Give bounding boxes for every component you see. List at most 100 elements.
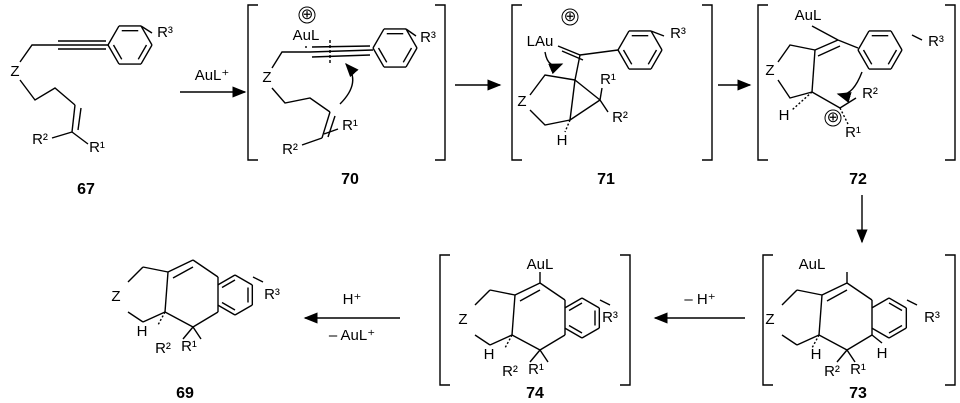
atom: R² — [155, 340, 171, 357]
bond — [564, 297, 583, 309]
atom: R² — [502, 363, 518, 380]
bond — [489, 289, 516, 296]
atom: AuL — [293, 27, 320, 44]
bond — [514, 282, 541, 296]
atom: R³ — [264, 286, 280, 303]
atom: ⊕ — [564, 8, 577, 25]
atom: R³ — [924, 309, 940, 326]
reagents: AuL⁺ H⁺ – AuL⁺ – H⁺ — [195, 67, 716, 344]
bond — [781, 334, 798, 346]
bond — [811, 334, 820, 349]
bond — [857, 49, 870, 70]
reagent: – H⁺ — [684, 291, 715, 308]
bond — [796, 334, 820, 346]
bond — [539, 282, 566, 301]
bond — [107, 25, 120, 46]
bond — [826, 289, 848, 302]
compound-number: 70 — [341, 171, 359, 188]
bond — [192, 326, 202, 340]
bond — [581, 297, 600, 309]
atom: R² — [824, 363, 840, 380]
bond — [871, 297, 890, 309]
atom: R² — [32, 131, 48, 148]
bond — [142, 266, 169, 273]
bond — [157, 311, 166, 326]
bond — [142, 311, 166, 323]
bond — [888, 327, 907, 339]
bond — [377, 47, 388, 63]
atom: R¹ — [342, 117, 358, 134]
bond — [568, 324, 583, 334]
atom: R¹ — [845, 124, 861, 141]
bond — [581, 327, 600, 339]
bond — [405, 28, 418, 49]
atom: R³ — [420, 29, 436, 46]
bond — [217, 304, 236, 316]
bond — [217, 274, 236, 286]
bond — [906, 299, 918, 306]
bond — [846, 282, 873, 301]
bond — [405, 47, 418, 68]
reagent: H⁺ — [343, 291, 362, 308]
bond — [888, 324, 903, 334]
bond — [511, 334, 541, 351]
bond — [539, 349, 549, 363]
atom: R² — [862, 85, 878, 102]
atom: R¹ — [181, 338, 197, 355]
bond — [871, 334, 883, 344]
atom: R³ — [670, 25, 686, 42]
atom: Z — [262, 69, 271, 86]
bond — [127, 266, 144, 283]
atom: AuL — [527, 256, 554, 273]
reagent: – AuL⁺ — [329, 327, 375, 344]
bond — [234, 304, 253, 316]
atom: R³ — [602, 309, 618, 326]
compound-number: 71 — [597, 171, 615, 188]
bond — [650, 49, 663, 70]
atom: ⊕ — [827, 109, 840, 126]
atom: H — [811, 346, 822, 363]
bond — [167, 259, 194, 273]
bond — [647, 49, 658, 65]
atom: H — [137, 323, 148, 340]
atom: R¹ — [850, 361, 866, 378]
compound-number: 67 — [77, 181, 95, 198]
bond — [599, 299, 611, 306]
atom: Z — [111, 288, 120, 305]
atom: AuL — [795, 7, 822, 24]
atom: ⊕ — [301, 6, 314, 23]
bond — [821, 282, 848, 296]
atom: Z — [458, 311, 467, 328]
bond — [137, 44, 148, 60]
compound-number: 74 — [526, 385, 544, 402]
bond — [836, 349, 848, 363]
bond — [172, 266, 194, 279]
bond — [474, 289, 491, 306]
atom: H — [557, 132, 568, 149]
atom-labels: Z R³ R¹ R² ⊕ AuL R³ Z R¹ R² ⊕ LAu R³ R¹ … — [10, 6, 944, 380]
bond — [564, 327, 583, 339]
bond — [846, 334, 873, 351]
bond — [887, 49, 898, 65]
atom: R² — [612, 109, 628, 126]
compound-number: 72 — [849, 171, 867, 188]
bond — [862, 49, 873, 65]
atom: R¹ — [600, 71, 616, 88]
atom: AuL — [799, 256, 826, 273]
bond — [539, 334, 566, 351]
compound-number: 69 — [176, 385, 194, 402]
atom: LAu — [527, 33, 554, 50]
bond — [519, 289, 541, 302]
bond — [504, 334, 513, 349]
atom: R² — [282, 141, 298, 158]
bond — [529, 349, 541, 363]
bond — [650, 30, 663, 51]
bond — [818, 294, 823, 336]
bond — [372, 28, 385, 49]
bond — [164, 311, 194, 328]
bond — [234, 274, 253, 286]
bond — [622, 49, 633, 65]
bond — [796, 289, 823, 296]
bond — [372, 47, 385, 68]
